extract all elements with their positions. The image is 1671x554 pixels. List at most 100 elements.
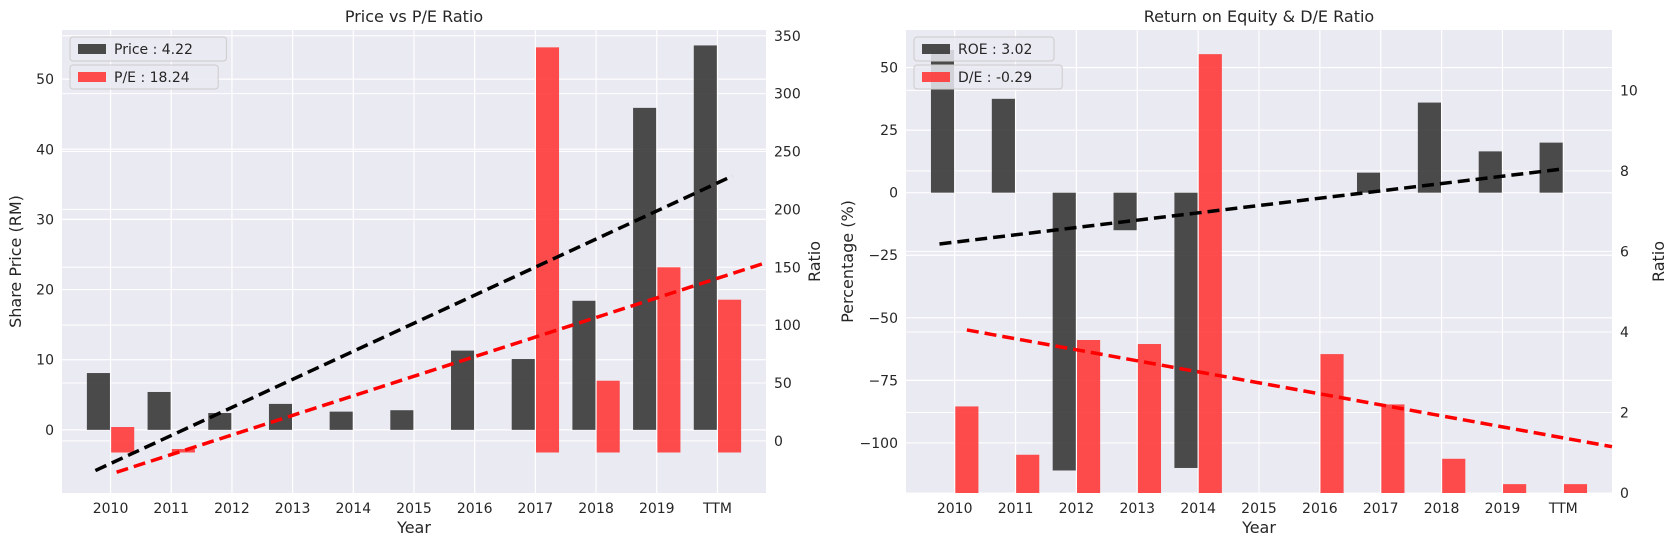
bar-series2-2014 [1198, 54, 1222, 493]
x-tick-label: 2019 [1485, 501, 1521, 517]
y2-tick-label: 10 [1620, 83, 1638, 99]
bar-series1-2019 [633, 107, 657, 430]
bar-series1-2014 [1174, 192, 1198, 468]
x-tick-label: 2014 [335, 501, 371, 517]
y2-tick-label: 6 [1620, 244, 1629, 260]
y-tick-label: −100 [860, 436, 898, 452]
bar-series1-2017 [511, 359, 535, 430]
y2-tick-label: 0 [774, 434, 783, 450]
x-tick-label: TTM [702, 501, 732, 517]
x-tick-label: TTM [1548, 501, 1578, 517]
x-tick-label: 2016 [1302, 501, 1338, 517]
bar-series1-2019 [1478, 151, 1502, 193]
legend-box [69, 64, 219, 90]
bar-series2-2018 [596, 380, 620, 453]
x-tick-label: 2017 [518, 501, 554, 517]
trend-line-1 [94, 174, 734, 473]
bar-series1-TTM [693, 45, 717, 430]
bar-series1-2011 [991, 98, 1015, 193]
y-tick-label: −25 [868, 248, 898, 264]
y2-tick-label: 8 [1620, 164, 1629, 180]
legend-label: ROE : 3.02 [958, 42, 1032, 58]
bar-series1-2014 [329, 411, 353, 430]
x-tick-label: 2018 [1424, 501, 1460, 517]
y-tick-label: 30 [36, 212, 54, 228]
bar-series2-2016 [1320, 354, 1344, 493]
y-tick-label: 25 [880, 123, 898, 139]
bar-series2-2017 [1381, 404, 1405, 493]
x-tick-label: 2011 [153, 501, 189, 517]
x-tick-label: 2015 [1241, 501, 1277, 517]
x-tick-label: 2013 [1119, 501, 1155, 517]
bar-series1-TTM [1539, 142, 1563, 193]
x-axis-label: Year [396, 518, 431, 537]
chart-title: Price vs P/E Ratio [345, 7, 483, 26]
y2-tick-label: 4 [1620, 325, 1629, 341]
y-tick-label: 50 [36, 72, 54, 88]
chart-title: Return on Equity & D/E Ratio [1144, 7, 1374, 26]
y2-tick-label: 0 [1620, 486, 1629, 502]
x-tick-label: 2017 [1363, 501, 1399, 517]
y-tick-label: −75 [868, 373, 898, 389]
bar-series1-2011 [147, 391, 171, 430]
y2-tick-label: 50 [774, 376, 792, 392]
x-tick-label: 2015 [396, 501, 432, 517]
legend-swatch [922, 44, 950, 54]
bar-series2-2019 [1503, 484, 1527, 493]
legend-label: Price : 4.22 [114, 42, 193, 58]
bar-series2-2011 [171, 449, 195, 453]
price-pe-chart: 2010 2011 2012 2013 2014 2015 2016 2017 2018 2019… [6, 7, 824, 537]
bar-series2-2012 [1077, 340, 1101, 493]
bar-series2-2017 [535, 47, 560, 453]
trend-line-1 [939, 167, 1564, 246]
x-tick-label: 2016 [457, 501, 493, 517]
y-axis-label: Share Price (RM) [6, 195, 25, 328]
bar-series1-2015 [390, 410, 414, 430]
trend-line-2 [116, 260, 767, 474]
legend-label: P/E : 18.24 [114, 70, 190, 86]
x-tick-label: 2012 [214, 501, 250, 517]
y-tick-label: 10 [36, 353, 54, 369]
y-tick-label: 50 [880, 61, 898, 77]
x-tick-label: 2014 [1180, 501, 1216, 517]
bar-series2-2010 [955, 406, 979, 493]
trend-line-2 [966, 328, 1613, 449]
legend-label: D/E : -0.29 [958, 70, 1032, 86]
bar-series2-2010 [111, 427, 135, 453]
bar-series2-2013 [1137, 344, 1162, 493]
bar-series1-2016 [451, 350, 475, 430]
y2-tick-label: 100 [774, 318, 801, 334]
bar-series1-2018 [1417, 102, 1441, 193]
roe-de-chart: 2010 2011 2012 2013 2014 2015 2016 2017 2018 2019… [838, 7, 1668, 537]
y-tick-label: 40 [36, 142, 54, 158]
x-tick-label: 2011 [998, 501, 1034, 517]
bar-series2-TTM [718, 299, 742, 453]
legend-swatch [78, 44, 106, 54]
x-axis-label: Year [1241, 518, 1276, 537]
legend-swatch [922, 72, 950, 82]
bar-series2-2019 [657, 267, 681, 453]
y-tick-label: 20 [36, 283, 54, 299]
x-tick-label: 2010 [93, 501, 129, 517]
y2-tick-label: 250 [774, 145, 801, 161]
x-tick-label: 2012 [1059, 501, 1095, 517]
bar-series2-2011 [1016, 454, 1040, 493]
y-tick-label: 0 [45, 423, 54, 439]
bar-series1-2018 [572, 300, 596, 430]
y2-tick-label: 350 [774, 29, 801, 45]
x-tick-label: 2010 [937, 501, 973, 517]
legend-box [913, 64, 1063, 90]
bar-series2-TTM [1563, 484, 1588, 493]
legend-swatch [78, 72, 106, 82]
x-tick-label: 2013 [275, 501, 311, 517]
x-tick-label: 2019 [639, 501, 675, 517]
y2-tick-label: 2 [1620, 405, 1629, 421]
y2-tick-label: 150 [774, 260, 801, 276]
y-axis-label: Percentage (%) [838, 200, 857, 323]
bar-series1-2013 [1113, 192, 1137, 231]
bar-series1-2013 [268, 403, 293, 430]
y2-tick-label: 300 [774, 87, 801, 103]
bar-series1-2012 [1052, 192, 1076, 471]
bar-series1-2017 [1356, 172, 1381, 193]
